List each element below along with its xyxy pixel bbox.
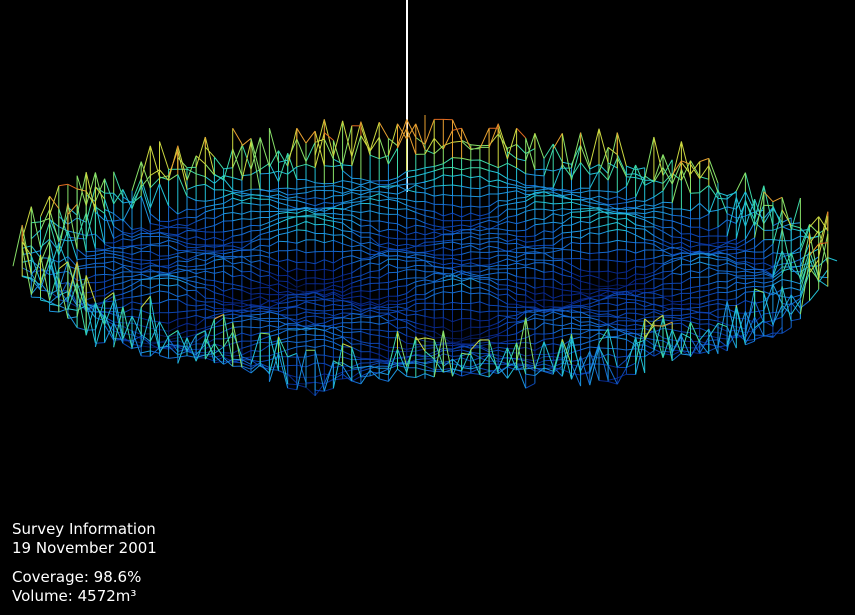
survey-viewer: Survey Information 19 November 2001 Cove… [0,0,855,615]
info-coverage: Coverage: 98.6% [12,568,141,586]
info-date: 19 November 2001 [12,539,157,557]
info-volume: Volume: 4572m³ [12,587,136,605]
info-title: Survey Information [12,520,156,538]
